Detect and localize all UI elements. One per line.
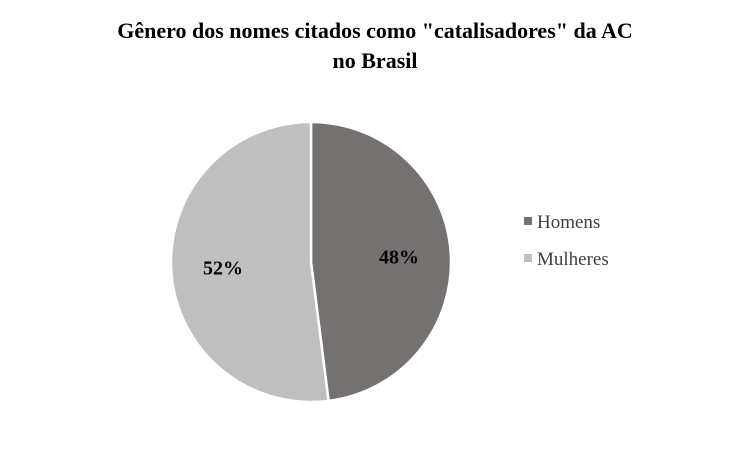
legend-swatch-mulheres — [524, 254, 532, 262]
legend-swatch-homens — [524, 217, 532, 225]
chart-title-line-2: no Brasil — [333, 48, 418, 73]
chart-title-line-1: Gênero dos nomes citados como "catalisad… — [117, 18, 633, 43]
legend-label-homens: Homens — [537, 212, 600, 233]
pie-slice-mulheres — [169, 120, 330, 404]
legend: Homens Mulheres — [524, 212, 609, 270]
pie-slices — [169, 120, 453, 404]
legend-label-mulheres: Mulheres — [537, 249, 609, 270]
data-label-homens: 48% — [379, 246, 419, 268]
data-label-mulheres: 52% — [203, 258, 243, 280]
pie-data-labels: 48% 52% — [203, 246, 419, 279]
pie-slice-homens — [309, 120, 453, 403]
